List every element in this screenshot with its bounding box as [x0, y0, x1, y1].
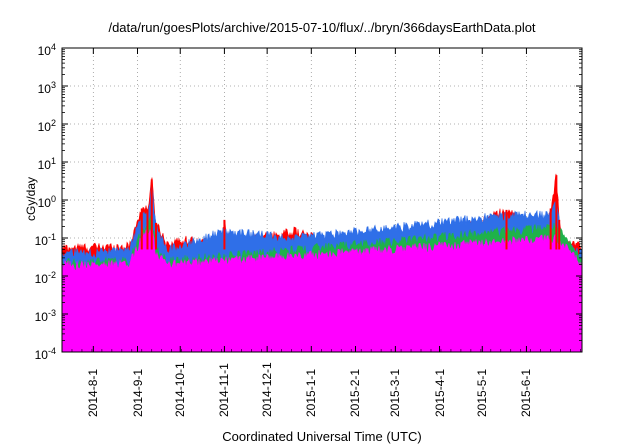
- x-tick-label: 2015-4-1: [432, 368, 447, 417]
- x-tick-label: 2014-11-1: [217, 363, 232, 417]
- y-tick-label: 102: [37, 118, 56, 134]
- x-tick-label: 2014-9-1: [130, 368, 145, 417]
- x-tick-label: 2014-10-1: [173, 362, 188, 417]
- x-tick-label: 2015-6-1: [519, 368, 534, 417]
- y-tick-label: 10-3: [34, 308, 56, 324]
- y-tick-label: 104: [37, 42, 56, 58]
- x-tick-label: 2015-5-1: [475, 368, 490, 417]
- y-tick-label: 10-1: [34, 232, 56, 248]
- x-tick-label: 2015-1-1: [304, 368, 319, 417]
- y-tick-label: 101: [37, 156, 56, 172]
- x-tick-label: 2014-12-1: [260, 362, 275, 417]
- x-axis-label: Coordinated Universal Time (UTC): [222, 429, 422, 444]
- y-tick-label: 10-2: [34, 270, 56, 286]
- chart-title: /data/run/goesPlots/archive/2015-07-10/f…: [108, 20, 536, 35]
- x-tick-label: 2015-3-1: [388, 368, 403, 417]
- y-tick-label: 100: [37, 194, 56, 210]
- x-tick-label: 2014-8-1: [86, 368, 101, 417]
- y-tick-label: 10-4: [34, 346, 56, 362]
- x-tick-label: 2015-2-1: [348, 368, 363, 417]
- y-tick-label: 103: [37, 80, 56, 96]
